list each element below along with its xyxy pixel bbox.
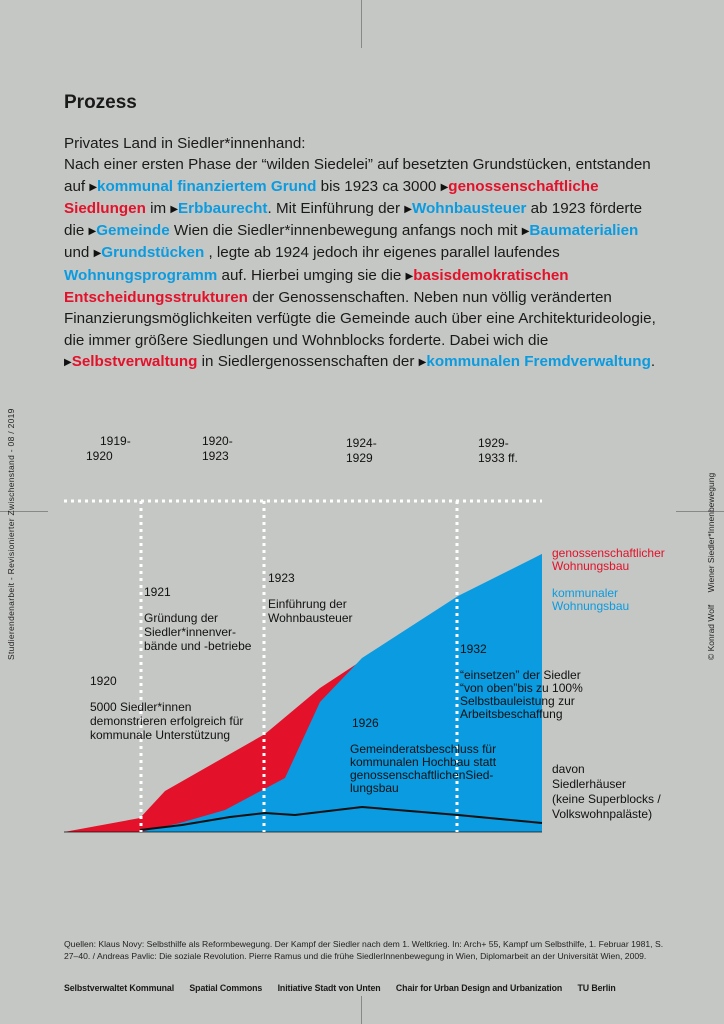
- credit-item: Spatial Commons: [189, 983, 263, 993]
- keyword-link[interactable]: Baumaterialien: [529, 222, 639, 240]
- arrow-icon: ▶: [418, 356, 427, 368]
- section-title: Prozess: [64, 92, 137, 113]
- body-text: Privates Land in Siedler*innenhand: Nach…: [64, 133, 664, 373]
- keyword-link[interactable]: Gemeinde: [96, 222, 170, 240]
- arrow-icon: ▶: [405, 270, 414, 282]
- keyword-link[interactable]: genossenschaftliche Siedlungen: [64, 177, 599, 217]
- sources-note: Quellen: Klaus Novy: Selbsthilfe als Ref…: [64, 938, 664, 962]
- arrow-icon: ▶: [170, 203, 179, 215]
- arrow-icon: ▶: [88, 226, 97, 238]
- intro-line: Privates Land in Siedler*innenhand:: [64, 135, 306, 152]
- keyword-link[interactable]: kommunalen Fremdverwaltung: [426, 352, 651, 370]
- crop-mark-left: [0, 511, 48, 512]
- keyword-link[interactable]: kommunal finanziertem Grund: [97, 177, 317, 195]
- credit-item: Selbstverwaltet Kommunal: [64, 983, 175, 993]
- legend-red: genossenschaftlicher Wohnungsbau: [552, 546, 668, 573]
- arrow-icon: ▶: [93, 248, 102, 260]
- crop-mark-right: [676, 511, 724, 512]
- crop-mark-bottom: [361, 996, 362, 1024]
- legend-black: davon Siedlerhäuser (keine Superblocks /…: [552, 762, 664, 821]
- keyword-link[interactable]: Selbstverwaltung: [71, 352, 198, 370]
- body-paragraph: Nach einer ersten Phase der “wilden Sied…: [64, 156, 656, 370]
- arrow-icon: ▶: [89, 181, 98, 193]
- period-label: 1924-1929: [346, 436, 377, 465]
- annotation-1921: 1921 Gründung der Siedler*innenver- bänd…: [144, 585, 252, 653]
- keyword-link[interactable]: Grundstücken: [101, 244, 205, 262]
- credits-bar: Selbstverwaltet Kommunal Spatial Commons…: [64, 983, 629, 993]
- crop-mark-top: [361, 0, 362, 48]
- period-label: 1929-1933 ff.: [478, 436, 518, 465]
- siedlerhaeuser-line: [139, 805, 543, 831]
- arrow-icon: ▶: [521, 226, 530, 238]
- keyword-link[interactable]: Wohnbausteuer: [411, 199, 527, 217]
- keyword-link[interactable]: basisdemokratischen Entscheidungsstruktu…: [64, 266, 569, 307]
- period-label: 1919-1920: [86, 434, 131, 463]
- keyword-link[interactable]: Wohnungsprogramm: [64, 266, 218, 284]
- annotation-1923: 1923 Einführung der Wohnbausteuer: [268, 571, 353, 625]
- arrow-icon: ▶: [64, 356, 72, 368]
- keyword-link[interactable]: Erbbaurecht: [178, 199, 268, 217]
- sources-text: Quellen: Klaus Novy: Selbsthilfe als Ref…: [64, 939, 664, 961]
- annotation-1926: 1926 Gemeinderatsbeschluss für kommunale…: [350, 716, 499, 795]
- arrow-icon: ▶: [440, 181, 449, 193]
- legend-blue: kommunaler Wohnungsbau: [552, 586, 629, 613]
- annotation-1920: 1920 5000 Siedler*innen demonstrieren er…: [90, 674, 247, 742]
- blue-area: [140, 554, 542, 832]
- credit-item: Initiative Stadt von Unten: [277, 983, 381, 993]
- timeline-chart: 1919-1920 1920-1923 1924-1929 1929-1933 …: [64, 434, 668, 833]
- arrow-icon: ▶: [404, 203, 412, 215]
- credit-item: Chair for Urban Design and Urbanization: [395, 983, 563, 993]
- annotation-1932: 1932 “einsetzen” der Siedler “von oben”b…: [460, 642, 586, 721]
- credit-item: TU Berlin: [577, 983, 616, 993]
- period-label: 1920-1923: [202, 434, 233, 463]
